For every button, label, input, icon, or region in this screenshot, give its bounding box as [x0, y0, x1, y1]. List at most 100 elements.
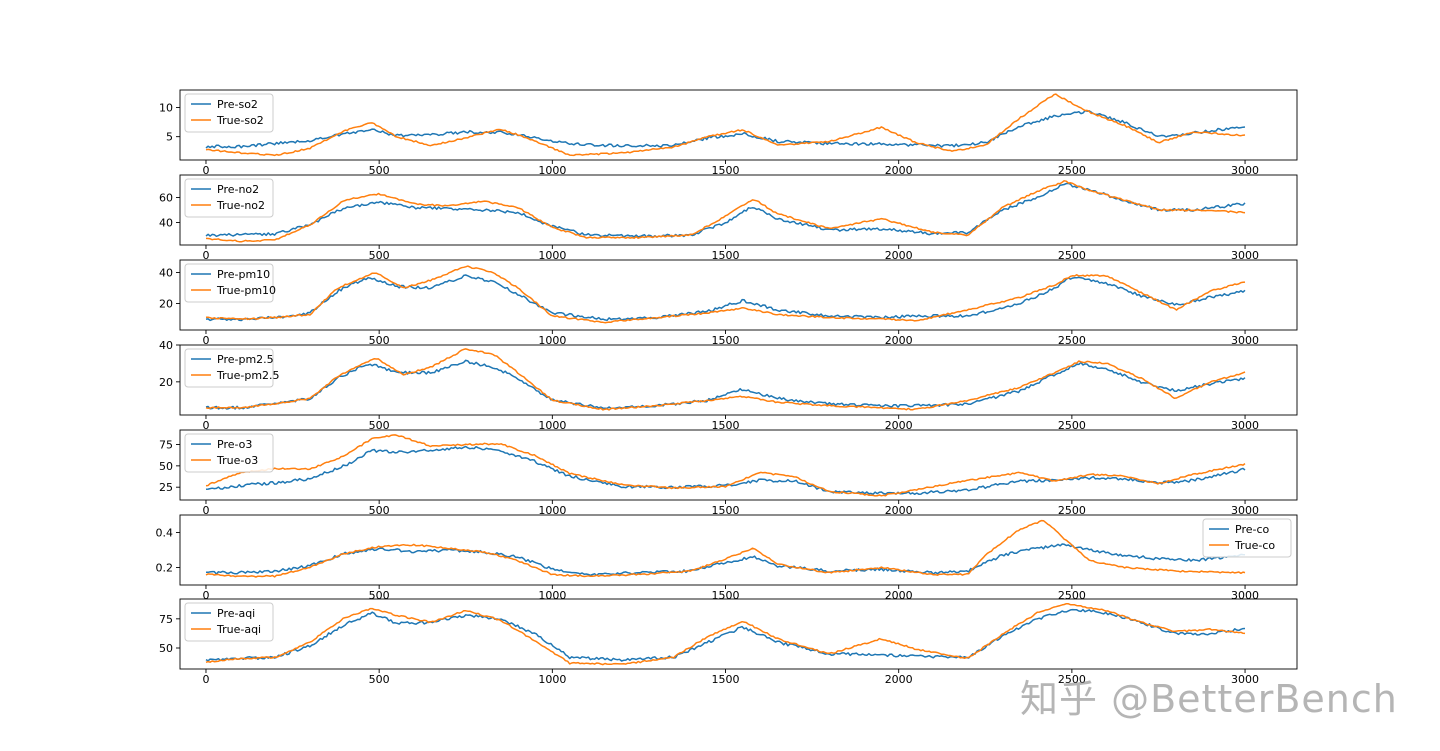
- y-tick-label: 40: [159, 266, 173, 279]
- subplot-2: 0 500 1000 1500 2000 2500 3000 40 60 Pre-no2 True-…: [159, 174, 1298, 262]
- axes-frame: [179, 259, 1298, 331]
- series-line-True-so2: [205, 93, 1246, 157]
- x-tick-label: 3000: [1231, 504, 1259, 517]
- legend-label: True-so2: [216, 114, 264, 127]
- legend-label: Pre-o3: [217, 438, 252, 451]
- x-tick-label: 1500: [712, 334, 740, 347]
- axes-frame: [179, 429, 1298, 501]
- y-tick-label: 20: [159, 376, 173, 389]
- x-tick-label: 2500: [1058, 334, 1086, 347]
- x-tick-label: 1500: [712, 589, 740, 602]
- x-tick-label: 1000: [538, 504, 566, 517]
- series-line-True-pm2.5: [205, 348, 1246, 411]
- x-tick-label: 1000: [538, 334, 566, 347]
- subplot-6: 0 500 1000 1500 2000 2500 3000 0.2 0.4 Pre-co True…: [156, 514, 1298, 602]
- x-tick-label: 2500: [1058, 249, 1086, 262]
- y-tick-label: 75: [159, 439, 173, 452]
- x-tick-label: 500: [369, 419, 390, 432]
- x-tick-label: 0: [202, 164, 209, 177]
- legend: Pre-so2 True-so2: [184, 93, 274, 133]
- y-tick-label: 75: [159, 613, 173, 626]
- x-tick-label: 2500: [1058, 673, 1086, 686]
- y-tick-label: 20: [159, 298, 173, 311]
- x-tick-label: 2000: [885, 673, 913, 686]
- series-line-Pre-pm10: [205, 274, 1246, 322]
- series-line-Pre-no2: [205, 182, 1246, 238]
- axes-frame: [179, 598, 1298, 670]
- legend: Pre-pm10 True-pm10: [184, 263, 276, 303]
- subplot-5: 0 500 1000 1500 2000 2500 3000 25 50 75 Pre-o3 True…: [159, 429, 1298, 517]
- y-tick-label: 5: [166, 131, 173, 144]
- legend-label: True-no2: [216, 199, 265, 212]
- legend: Pre-o3 True-o3: [184, 433, 274, 473]
- y-tick-label: 0.4: [156, 527, 174, 540]
- series-line-True-co: [205, 519, 1246, 578]
- x-tick-label: 2000: [885, 504, 913, 517]
- y-tick-label: 60: [159, 192, 173, 205]
- x-tick-label: 3000: [1231, 673, 1259, 686]
- x-tick-label: 3000: [1231, 419, 1259, 432]
- x-tick-label: 1000: [538, 673, 566, 686]
- x-tick-label: 500: [369, 164, 390, 177]
- axes-frame: [179, 89, 1298, 161]
- x-tick-label: 1500: [712, 673, 740, 686]
- x-tick-label: 1500: [712, 419, 740, 432]
- legend-label: True-pm10: [216, 284, 276, 297]
- subplot-7: 0 500 1000 1500 2000 2500 3000 50 75 Pre-aqi True-…: [159, 598, 1298, 686]
- x-tick-label: 2500: [1058, 589, 1086, 602]
- legend: Pre-aqi True-aqi: [184, 602, 274, 642]
- x-tick-label: 1500: [712, 164, 740, 177]
- x-tick-label: 2500: [1058, 419, 1086, 432]
- x-tick-label: 1500: [712, 504, 740, 517]
- series-line-True-aqi: [205, 602, 1246, 666]
- legend: Pre-no2 True-no2: [184, 178, 274, 218]
- legend: Pre-pm2.5 True-pm2.5: [184, 348, 280, 388]
- x-tick-label: 3000: [1231, 589, 1259, 602]
- series-line-True-o3: [205, 434, 1246, 497]
- x-tick-label: 2000: [885, 249, 913, 262]
- legend-label: True-aqi: [216, 623, 261, 636]
- x-tick-label: 2000: [885, 334, 913, 347]
- x-tick-label: 1000: [538, 164, 566, 177]
- legend-label: True-o3: [216, 454, 258, 467]
- x-tick-label: 2000: [885, 589, 913, 602]
- x-tick-label: 0: [202, 504, 209, 517]
- legend-label: True-pm2.5: [216, 369, 280, 382]
- x-tick-label: 0: [202, 249, 209, 262]
- x-tick-label: 2000: [885, 419, 913, 432]
- x-tick-label: 1500: [712, 249, 740, 262]
- x-tick-label: 2000: [885, 164, 913, 177]
- x-tick-label: 3000: [1231, 164, 1259, 177]
- legend-label: Pre-co: [1235, 523, 1270, 536]
- legend-label: Pre-no2: [217, 183, 259, 196]
- series-line-Pre-so2: [205, 110, 1246, 149]
- x-tick-label: 500: [369, 589, 390, 602]
- y-tick-label: 0.2: [156, 562, 174, 575]
- x-tick-label: 500: [369, 673, 390, 686]
- axes-frame: [179, 174, 1298, 246]
- x-tick-label: 2500: [1058, 164, 1086, 177]
- x-tick-label: 3000: [1231, 249, 1259, 262]
- x-tick-label: 1000: [538, 249, 566, 262]
- y-tick-label: 25: [159, 481, 173, 494]
- legend-label: Pre-pm10: [217, 268, 270, 281]
- axes-frame: [179, 514, 1298, 586]
- subplot-3: 0 500 1000 1500 2000 2500 3000 20 40 Pre-pm10 True…: [159, 259, 1298, 347]
- watermark-text: 知乎 @BetterBench: [1020, 677, 1398, 721]
- x-tick-label: 2500: [1058, 504, 1086, 517]
- axes-frame: [179, 344, 1298, 416]
- legend-label: True-co: [1234, 539, 1275, 552]
- y-tick-label: 40: [159, 217, 173, 230]
- x-tick-label: 500: [369, 334, 390, 347]
- series-line-Pre-aqi: [205, 608, 1246, 662]
- x-tick-label: 0: [202, 419, 209, 432]
- x-tick-label: 0: [202, 334, 209, 347]
- x-tick-label: 1000: [538, 419, 566, 432]
- y-tick-label: 50: [159, 460, 173, 473]
- legend-label: Pre-so2: [217, 98, 258, 111]
- y-tick-label: 10: [159, 102, 173, 115]
- series-line-True-no2: [205, 180, 1246, 243]
- series-line-Pre-pm2.5: [205, 359, 1246, 410]
- subplot-1: 0 500 1000 1500 2000 2500 3000 5 10 Pre-so2 True-s…: [159, 89, 1298, 177]
